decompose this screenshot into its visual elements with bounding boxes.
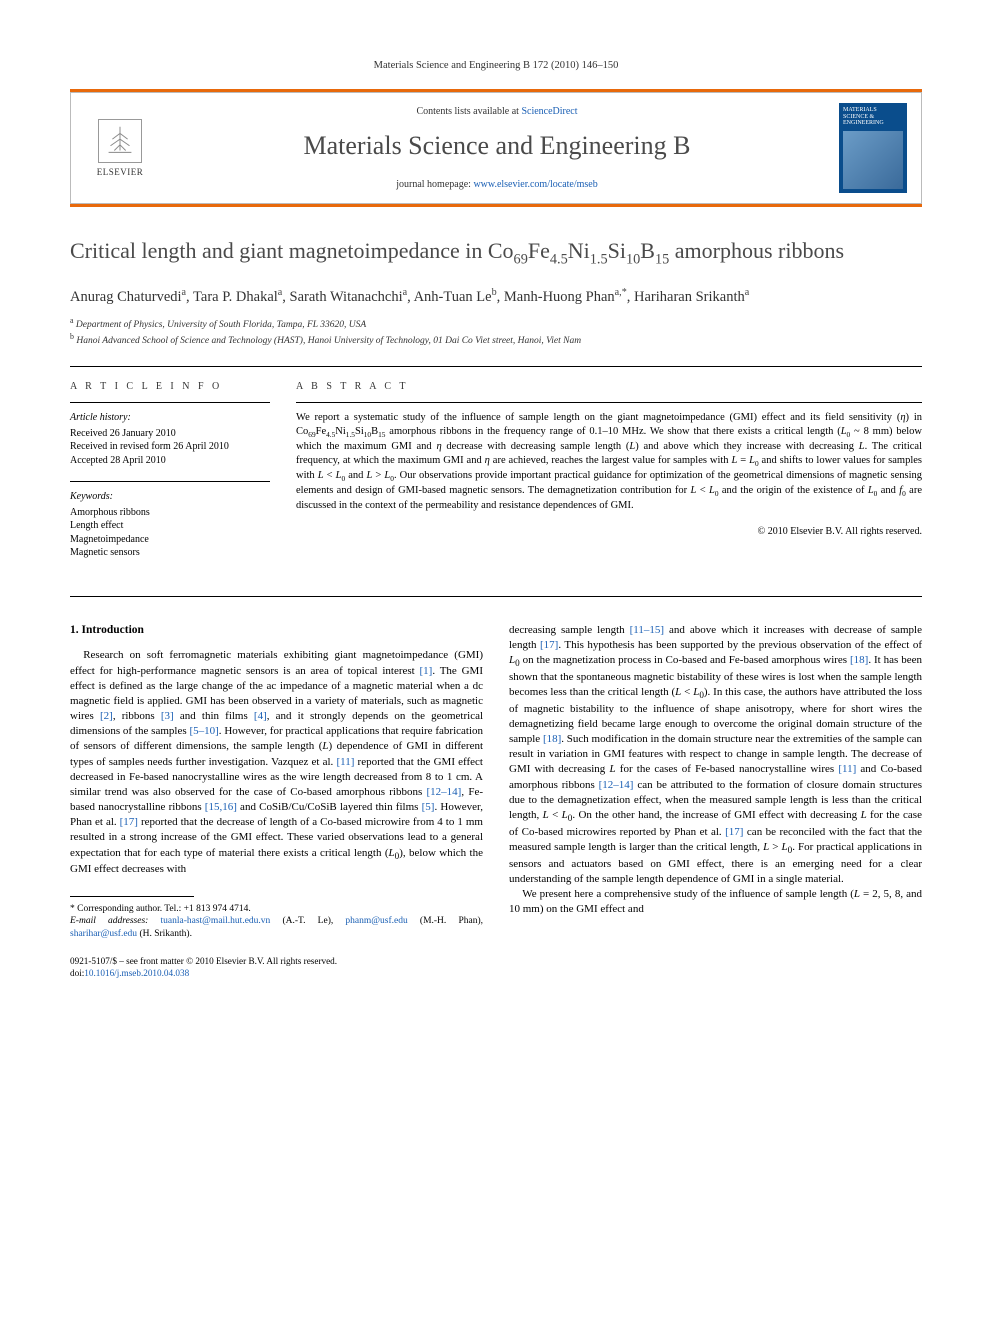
rule-mid (70, 596, 922, 597)
homepage-prefix: journal homepage: (396, 179, 473, 190)
affiliation-a: Department of Physics, University of Sou… (76, 320, 366, 330)
bottom-orange-bar (70, 204, 922, 207)
right-column: decreasing sample length [11–15] and abo… (509, 623, 922, 980)
journal-title: Materials Science and Engineering B (165, 131, 829, 161)
affiliation-b: Hanoi Advanced School of Science and Tec… (76, 336, 581, 346)
article-info-column: A R T I C L E I N F O Article history: R… (70, 367, 270, 574)
bottom-meta: 0921-5107/$ – see front matter © 2010 El… (70, 955, 483, 980)
journal-cover-thumbnail: MATERIALS SCIENCE & ENGINEERING (839, 103, 907, 193)
doi-link[interactable]: 10.1016/j.mseb.2010.04.038 (84, 968, 189, 978)
footnotes: * Corresponding author. Tel.: +1 813 974… (70, 903, 483, 941)
affiliations: a Department of Physics, University of S… (70, 316, 922, 348)
cover-image-icon (843, 131, 903, 189)
authors-list: Anurag Chaturvedia, Tara P. Dhakala, Sar… (70, 287, 922, 306)
history-revised: Received in revised form 26 April 2010 (70, 440, 270, 454)
emails-label: E-mail addresses: (70, 916, 148, 926)
homepage-link[interactable]: www.elsevier.com/locate/mseb (473, 179, 597, 190)
rule-info-1 (70, 402, 270, 403)
rule-info-2 (70, 481, 270, 482)
abstract-copyright: © 2010 Elsevier B.V. All rights reserved… (296, 526, 922, 537)
abstract-text: We report a systematic study of the infl… (296, 411, 922, 514)
doi-prefix: doi: (70, 968, 84, 978)
history-label: Article history: (70, 411, 270, 425)
abstract-column: A B S T R A C T We report a systematic s… (296, 367, 922, 574)
sciencedirect-link[interactable]: ScienceDirect (521, 106, 577, 117)
article-title: Critical length and giant magnetoimpedan… (70, 237, 922, 269)
cover-title: MATERIALS SCIENCE & ENGINEERING (843, 107, 903, 127)
contents-prefix: Contents lists available at (416, 106, 521, 117)
keywords-label: Keywords: (70, 490, 270, 504)
keyword-4: Magnetic sensors (70, 546, 270, 560)
journal-header: ELSEVIER Contents lists available at Sci… (70, 92, 922, 204)
keyword-2: Length effect (70, 519, 270, 533)
intro-para-2: We present here a comprehensive study of… (509, 887, 922, 917)
keyword-1: Amorphous ribbons (70, 506, 270, 520)
rule-abs (296, 402, 922, 403)
abstract-heading: A B S T R A C T (296, 381, 922, 392)
history-accepted: Accepted 28 April 2010 (70, 454, 270, 468)
elsevier-tree-icon (98, 119, 142, 163)
elsevier-logo: ELSEVIER (85, 108, 155, 188)
keyword-3: Magnetoimpedance (70, 533, 270, 547)
homepage-line: journal homepage: www.elsevier.com/locat… (165, 179, 829, 190)
contents-line: Contents lists available at ScienceDirec… (165, 106, 829, 117)
intro-para-1-continued: decreasing sample length [11–15] and abo… (509, 623, 922, 888)
article-info-heading: A R T I C L E I N F O (70, 381, 270, 392)
section-1-heading: 1. Introduction (70, 623, 483, 639)
front-matter-line: 0921-5107/$ – see front matter © 2010 El… (70, 955, 483, 967)
left-column: 1. Introduction Research on soft ferroma… (70, 623, 483, 980)
history-received: Received 26 January 2010 (70, 427, 270, 441)
corresponding-author: * Corresponding author. Tel.: +1 813 974… (70, 903, 483, 916)
footnote-rule (70, 896, 194, 897)
intro-para-1: Research on soft ferromagnetic materials… (70, 648, 483, 877)
elsevier-label: ELSEVIER (97, 167, 144, 177)
running-head: Materials Science and Engineering B 172 … (70, 60, 922, 71)
